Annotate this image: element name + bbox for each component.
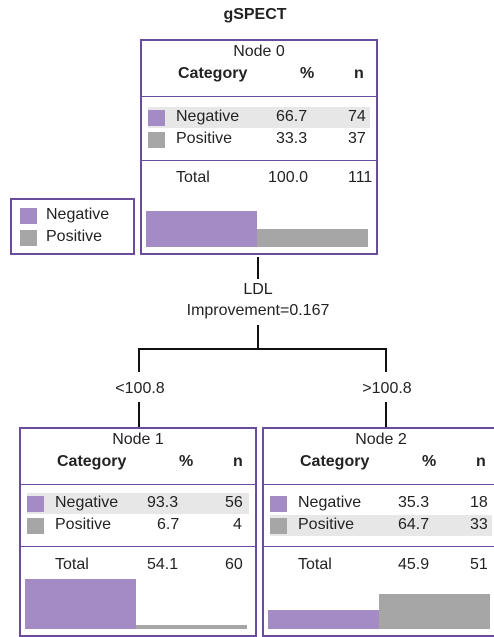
- row-category: Negative: [55, 494, 119, 511]
- header-n: n: [476, 453, 486, 470]
- split-left-label: <100.8: [115, 380, 165, 397]
- row-n: 74: [348, 108, 366, 125]
- header-divider: [264, 484, 494, 485]
- negative-swatch: [270, 496, 287, 512]
- node-title: Node 0: [233, 43, 285, 60]
- row-category: Positive: [55, 516, 112, 533]
- node-1[interactable]: Node 1 Category % n Negative 93.3 56 Pos…: [19, 427, 257, 637]
- row-positive: Positive 33.3 37: [148, 129, 370, 150]
- row-percent: 64.7: [398, 516, 430, 533]
- negative-swatch: [20, 208, 37, 224]
- row-negative: Negative 93.3 56: [27, 493, 249, 514]
- row-percent: 6.7: [157, 516, 180, 533]
- split-right-label: >100.8: [362, 380, 412, 397]
- header-percent: %: [179, 453, 194, 470]
- bar-positive: [136, 625, 247, 629]
- legend: Negative Positive: [10, 198, 135, 255]
- connector-right-down: [385, 348, 387, 372]
- connector-left-node: [138, 402, 140, 428]
- row-percent: 93.3: [147, 494, 179, 511]
- total-label: Total: [176, 169, 210, 186]
- total-divider: [142, 160, 376, 161]
- positive-swatch: [20, 230, 37, 246]
- total-n: 111: [348, 169, 373, 186]
- total-label: Total: [55, 556, 89, 573]
- row-percent: 66.7: [276, 108, 308, 125]
- row-percent: 35.3: [398, 494, 430, 511]
- header-percent: %: [422, 453, 437, 470]
- row-total: Total 100.0 111: [148, 168, 373, 188]
- row-negative: Negative 35.3 18: [270, 493, 492, 514]
- split-variable: LDL: [243, 281, 273, 298]
- row-n: 56: [225, 494, 243, 511]
- connector-right-node: [385, 402, 387, 428]
- header-divider: [142, 96, 376, 97]
- header-n: n: [354, 65, 364, 82]
- node-title: Node 1: [112, 431, 164, 448]
- tree-title: gSPECT: [223, 6, 287, 23]
- total-divider: [21, 546, 255, 547]
- bar-negative: [25, 579, 136, 629]
- connector-root-down: [257, 257, 259, 279]
- header-category: Category: [57, 453, 127, 470]
- bar-negative: [268, 610, 379, 629]
- node-0[interactable]: Node 0 Category % n Negative 66.7 74 Pos…: [140, 39, 378, 255]
- connector-split-down: [257, 325, 259, 349]
- row-n: 18: [470, 494, 488, 511]
- legend-label: Negative: [46, 206, 110, 223]
- row-negative: Negative 66.7 74: [148, 107, 370, 128]
- row-positive: Positive 64.7 33: [270, 515, 492, 536]
- header-percent: %: [300, 65, 315, 82]
- positive-swatch: [270, 518, 287, 534]
- header-n: n: [233, 453, 243, 470]
- row-total: Total 45.9 51: [270, 555, 492, 575]
- total-n: 60: [225, 556, 243, 573]
- node-title: Node 2: [355, 431, 407, 448]
- row-percent: 33.3: [276, 130, 308, 147]
- negative-swatch: [27, 496, 44, 512]
- row-category: Positive: [298, 516, 355, 533]
- bar-positive: [379, 594, 490, 629]
- total-percent: 45.9: [398, 556, 430, 573]
- row-category: Negative: [176, 108, 240, 125]
- total-divider: [264, 546, 494, 547]
- row-total: Total 54.1 60: [27, 555, 249, 575]
- row-n: 4: [233, 516, 242, 533]
- node-2[interactable]: Node 2 Category % n Negative 35.3 18 Pos…: [262, 427, 494, 637]
- legend-label: Positive: [46, 228, 103, 245]
- total-label: Total: [298, 556, 332, 573]
- header-divider: [21, 484, 255, 485]
- negative-swatch: [148, 110, 165, 126]
- bar-negative: [146, 211, 257, 247]
- row-n: 37: [348, 130, 366, 147]
- row-positive: Positive 6.7 4: [27, 515, 249, 536]
- row-n: 33: [470, 516, 488, 533]
- positive-swatch: [148, 132, 165, 148]
- row-category: Positive: [176, 130, 233, 147]
- positive-swatch: [27, 518, 44, 534]
- header-category: Category: [178, 65, 248, 82]
- total-percent: 54.1: [147, 556, 179, 573]
- split-improvement: Improvement=0.167: [186, 302, 330, 319]
- total-n: 51: [470, 556, 488, 573]
- header-category: Category: [300, 453, 370, 470]
- connector-left-down: [138, 348, 140, 372]
- row-category: Negative: [298, 494, 362, 511]
- total-percent: 100.0: [268, 169, 309, 186]
- connector-horizontal: [138, 348, 387, 350]
- bar-positive: [257, 229, 368, 247]
